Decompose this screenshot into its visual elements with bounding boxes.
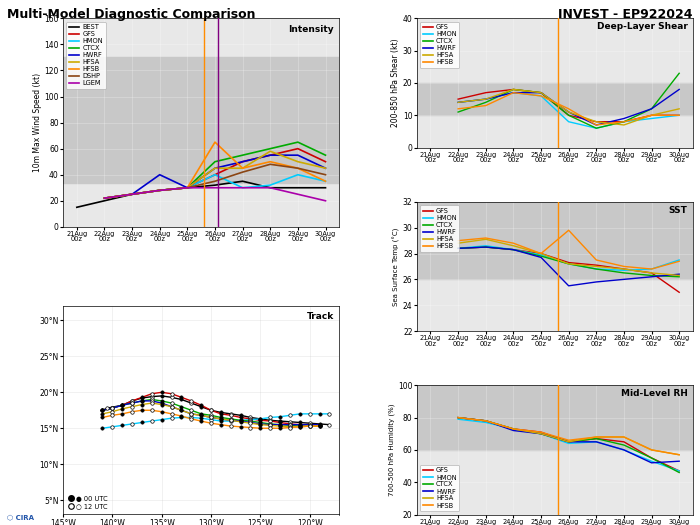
Legend: ● 00 UTC, ○ 12 UTC: ● 00 UTC, ○ 12 UTC [66, 494, 109, 511]
Bar [416, 83, 693, 116]
Text: Intensity: Intensity [288, 25, 334, 34]
Text: SST: SST [668, 206, 687, 215]
Y-axis label: 200-850 hPa Shear (kt): 200-850 hPa Shear (kt) [391, 39, 400, 127]
Text: Deep-Layer Shear: Deep-Layer Shear [596, 22, 687, 32]
Legend: GFS, HMON, CTCX, HWRF, HFSA, HFSB: GFS, HMON, CTCX, HWRF, HFSA, HFSB [420, 205, 459, 251]
Text: Multi-Model Diagnostic Comparison: Multi-Model Diagnostic Comparison [7, 8, 256, 21]
Text: ⬡ CIRA: ⬡ CIRA [7, 515, 34, 521]
Y-axis label: 10m Max Wind Speed (kt): 10m Max Wind Speed (kt) [33, 73, 41, 172]
Legend: BEST, GFS, HMON, CTCX, HWRF, HFSA, HFSB, DSHP, LGEM: BEST, GFS, HMON, CTCX, HWRF, HFSA, HFSB,… [66, 22, 106, 89]
Legend: GFS, HMON, CTCX, HWRF, HFSA, HFSB: GFS, HMON, CTCX, HWRF, HFSA, HFSB [420, 22, 459, 68]
Bar [416, 202, 693, 279]
Y-axis label: 700-500 hPa Humidity (%): 700-500 hPa Humidity (%) [389, 404, 396, 496]
Legend: GFS, HMON, CTCX, HWRF, HFSA, HFSB: GFS, HMON, CTCX, HWRF, HFSA, HFSB [420, 465, 459, 511]
Text: Mid-Level RH: Mid-Level RH [621, 389, 687, 398]
Y-axis label: Sea Surface Temp (°C): Sea Surface Temp (°C) [393, 227, 400, 306]
Text: Track: Track [307, 312, 334, 321]
Bar [63, 143, 340, 183]
Bar [416, 385, 693, 450]
Bar [63, 57, 340, 143]
Text: INVEST - EP922024: INVEST - EP922024 [559, 8, 693, 21]
